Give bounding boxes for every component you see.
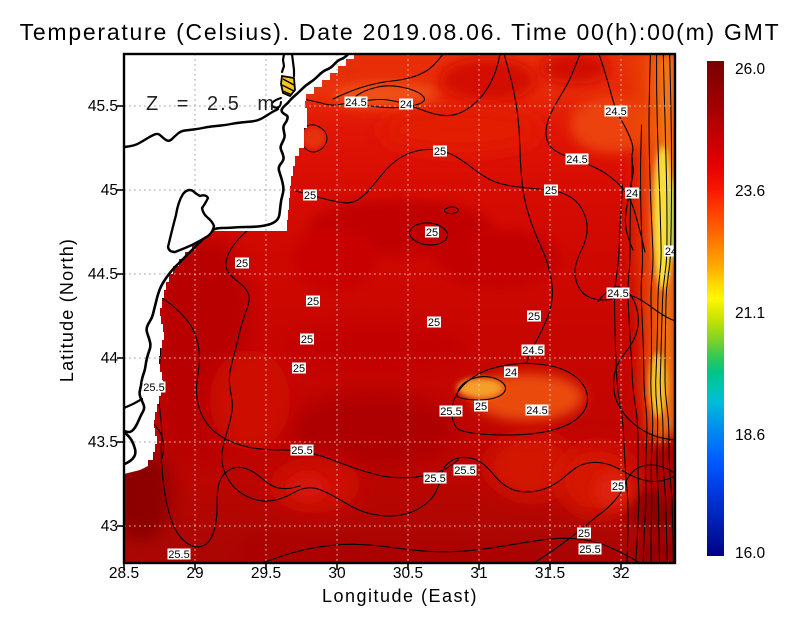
svg-text:25: 25: [426, 227, 438, 239]
svg-text:25: 25: [236, 258, 248, 270]
svg-text:Temperature (Celsius). Date 20: Temperature (Celsius). Date 2019.08.06. …: [20, 19, 781, 45]
svg-text:24.5: 24.5: [345, 97, 366, 109]
svg-text:25: 25: [293, 363, 305, 375]
svg-text:25.5: 25.5: [143, 382, 164, 394]
svg-text:24.5: 24.5: [607, 288, 628, 300]
svg-text:Z = 2.5 m: Z = 2.5 m: [146, 93, 276, 115]
svg-text:44.5: 44.5: [88, 266, 118, 283]
svg-text:25.5: 25.5: [440, 406, 461, 418]
svg-text:Latitude (North): Latitude (North): [57, 238, 77, 382]
svg-text:25.5: 25.5: [579, 544, 600, 556]
svg-text:26.0: 26.0: [735, 61, 766, 78]
svg-text:24: 24: [626, 188, 638, 200]
svg-text:24.5: 24.5: [526, 405, 547, 417]
svg-text:31: 31: [470, 565, 487, 582]
svg-text:25: 25: [578, 528, 590, 540]
svg-text:24.5: 24.5: [522, 345, 543, 357]
svg-text:25: 25: [528, 311, 540, 323]
svg-text:21.1: 21.1: [735, 305, 765, 322]
svg-text:44: 44: [101, 350, 119, 367]
svg-text:16.0: 16.0: [735, 545, 766, 562]
svg-text:29: 29: [186, 565, 203, 582]
svg-text:29.5: 29.5: [251, 565, 281, 582]
svg-text:24.5: 24.5: [566, 154, 587, 166]
svg-text:24: 24: [665, 246, 677, 258]
svg-text:45.5: 45.5: [88, 98, 118, 115]
svg-text:25: 25: [545, 185, 557, 197]
svg-text:18.6: 18.6: [735, 427, 765, 444]
svg-text:43.5: 43.5: [88, 434, 118, 451]
svg-text:25: 25: [307, 296, 319, 308]
svg-text:45: 45: [101, 182, 118, 199]
svg-text:Longitude (East): Longitude (East): [322, 586, 478, 606]
svg-text:25: 25: [434, 146, 446, 158]
svg-text:25.5: 25.5: [424, 473, 445, 485]
svg-text:24: 24: [400, 99, 412, 111]
svg-text:24.5: 24.5: [605, 106, 626, 118]
svg-text:31.5: 31.5: [535, 565, 565, 582]
svg-text:25: 25: [301, 334, 313, 346]
svg-text:25: 25: [304, 190, 316, 202]
svg-text:30.5: 30.5: [393, 565, 423, 582]
svg-text:25: 25: [612, 481, 624, 493]
svg-text:25.5: 25.5: [291, 445, 312, 457]
svg-text:32: 32: [612, 565, 629, 582]
svg-text:28.5: 28.5: [109, 565, 139, 582]
svg-text:24: 24: [505, 367, 517, 379]
svg-text:30: 30: [328, 565, 346, 582]
svg-text:25.5: 25.5: [168, 549, 189, 561]
svg-text:25: 25: [428, 317, 440, 329]
svg-text:25: 25: [475, 401, 487, 413]
svg-text:25.5: 25.5: [454, 465, 475, 477]
svg-text:23.6: 23.6: [735, 183, 765, 200]
svg-text:43: 43: [101, 518, 118, 535]
